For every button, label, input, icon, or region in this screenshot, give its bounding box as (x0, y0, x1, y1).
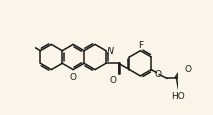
Text: HO: HO (171, 91, 184, 100)
Text: N: N (107, 46, 114, 55)
Text: O: O (184, 65, 191, 74)
Text: O: O (70, 73, 77, 81)
Text: O: O (154, 69, 161, 78)
Text: O: O (109, 75, 117, 84)
Text: F: F (138, 40, 143, 49)
